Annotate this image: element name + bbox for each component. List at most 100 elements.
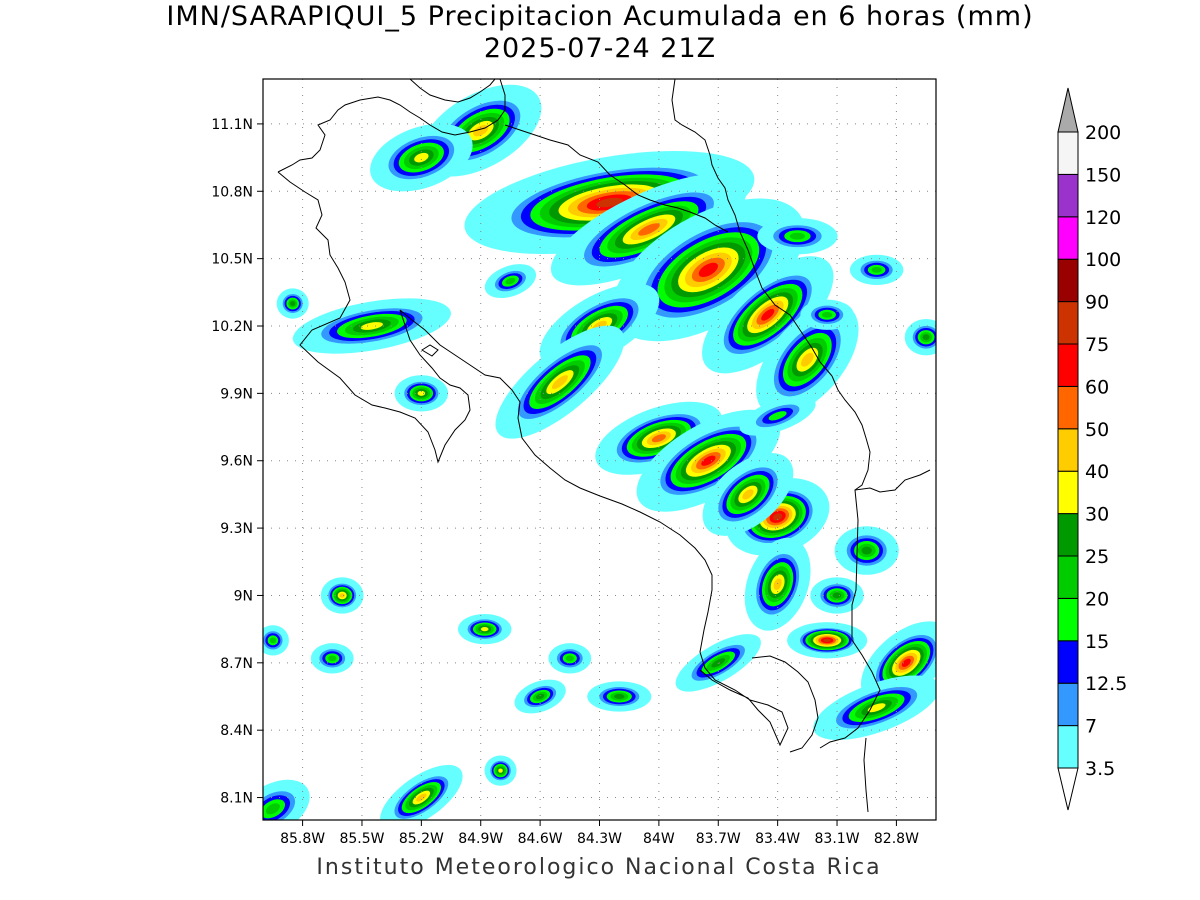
precip-contour-band xyxy=(922,334,930,341)
precip-contour-band xyxy=(638,223,660,236)
precip-cell xyxy=(310,643,354,674)
lat-tick-label: 10.8N xyxy=(211,184,253,200)
colorbar-swatch xyxy=(1057,640,1079,684)
precip-cell xyxy=(394,375,449,412)
precip-contour-band xyxy=(339,593,345,598)
lat-tick-label: 9N xyxy=(234,588,253,604)
lon-tick-label: 85.2W xyxy=(399,831,444,847)
colorbar-swatch xyxy=(1057,682,1079,727)
lat-tick-label: 9.3N xyxy=(220,521,253,537)
colorbar-level-label: 100 xyxy=(1085,249,1121,271)
lat-tick-label: 11.1N xyxy=(211,117,253,133)
precip-cell xyxy=(756,303,859,416)
lat-tick-label: 8.1N xyxy=(220,791,253,807)
precip-contour-band xyxy=(480,627,489,632)
precip-contour-band xyxy=(414,152,429,163)
precip-contour-band xyxy=(265,803,280,815)
precip-contour-band xyxy=(789,232,806,240)
footer-credit: Instituto Meteorologico Nacional Costa R… xyxy=(316,855,882,880)
precip-cell xyxy=(744,537,811,631)
lat-tick-label: 10.5N xyxy=(211,252,253,268)
lon-tick-label: 83.7W xyxy=(696,831,741,847)
precip-contour-band xyxy=(505,277,516,285)
precip-cell xyxy=(550,173,748,286)
precip-cell xyxy=(263,779,310,820)
colorbar-max-cap xyxy=(1057,87,1079,133)
colorbar-swatch xyxy=(1057,555,1079,599)
colorbar-level-label: 15 xyxy=(1085,631,1109,653)
precip-contour-band xyxy=(832,592,842,599)
colorbar-level-label: 12.5 xyxy=(1085,673,1127,695)
colorbar-level-label: 200 xyxy=(1085,122,1121,144)
colorbar-swatch xyxy=(1057,173,1079,218)
colorbar-level-label: 25 xyxy=(1085,546,1109,568)
border-nicaragua-costa-rica xyxy=(454,79,729,233)
precip-contour-band xyxy=(901,658,911,667)
lat-tick-label: 9.9N xyxy=(220,386,253,402)
border-panama xyxy=(831,375,871,813)
gridlines xyxy=(263,79,936,820)
precip-cell xyxy=(860,621,936,705)
chart-subtitle-datetime: 2025-07-24 21Z xyxy=(483,33,717,64)
precip-cell xyxy=(292,298,451,354)
colorbar-swatch xyxy=(1057,428,1079,472)
lon-tick-label: 83.1W xyxy=(815,831,860,847)
lon-tick-label: 83.4W xyxy=(755,831,800,847)
precip-cell xyxy=(849,254,904,286)
colorbar-min-cap xyxy=(1057,767,1079,811)
osa-peninsula xyxy=(751,655,819,753)
lon-tick-label: 84.9W xyxy=(458,831,503,847)
colorbar-level-label: 20 xyxy=(1085,588,1109,610)
precip-cell xyxy=(702,256,834,374)
colorbar-level-label: 120 xyxy=(1085,207,1121,229)
colorbar-level-label: 40 xyxy=(1085,461,1109,483)
lon-tick-label: 84W xyxy=(643,831,675,847)
precip-contour-band xyxy=(535,693,545,700)
precip-cell xyxy=(320,577,364,614)
precip-contour-band xyxy=(772,513,783,521)
chart-title: IMN/SARAPIQUI_5 Precipitacion Acumulada … xyxy=(166,1,1034,32)
colorbar-swatch xyxy=(1057,343,1079,387)
precip-contour-band xyxy=(417,390,426,396)
colorbar-level-label: 30 xyxy=(1085,504,1109,526)
colorbar-swatch xyxy=(1057,597,1079,642)
precip-cell xyxy=(484,755,517,786)
colorbar-swatch xyxy=(1057,258,1079,303)
precip-contour-band xyxy=(596,197,623,208)
coastline-caribbean xyxy=(671,79,833,377)
colorbar-level-label: 50 xyxy=(1085,419,1109,441)
precip-cell xyxy=(834,526,899,575)
precip-contour-band xyxy=(871,266,882,273)
colorbar-swatch xyxy=(1057,385,1079,430)
precip-contour-band xyxy=(867,703,886,713)
precip-cell xyxy=(800,299,854,330)
lon-tick-label: 84.3W xyxy=(577,831,622,847)
precip-contour-band xyxy=(269,637,276,644)
coastline-pacific-nicoya xyxy=(277,96,931,749)
map-plot-area xyxy=(263,79,936,820)
precip-contour-band xyxy=(565,655,574,662)
precip-contour-band xyxy=(801,352,814,367)
lat-tick-label: 9.6N xyxy=(220,454,253,470)
precip-contour-band xyxy=(360,322,383,330)
precip-cell xyxy=(514,679,566,714)
precip-cell xyxy=(813,675,936,740)
precip-contour-band xyxy=(290,301,296,307)
colorbar-level-label: 7 xyxy=(1085,716,1097,738)
precip-contour-band xyxy=(551,375,568,390)
precip-contour-band xyxy=(773,578,782,590)
precip-contour-band xyxy=(498,768,503,773)
precip-cell xyxy=(380,764,463,820)
precip-contour-band xyxy=(328,655,337,662)
precip-cell xyxy=(904,319,936,356)
precip-cell xyxy=(370,123,473,192)
coastline-lake-nicaragua xyxy=(409,79,496,103)
colorbar: 3.5 7 12.5 15 20 25 30 40 50 60 75 90 100 120 150 200 xyxy=(1057,87,1127,811)
precip-cell xyxy=(263,625,289,656)
colorbar-level-label: 90 xyxy=(1085,292,1109,314)
precip-cell xyxy=(675,634,761,692)
colorbar-swatch xyxy=(1057,301,1079,345)
precip-contour-band xyxy=(761,308,775,321)
lon-tick-label: 85.8W xyxy=(280,831,325,847)
